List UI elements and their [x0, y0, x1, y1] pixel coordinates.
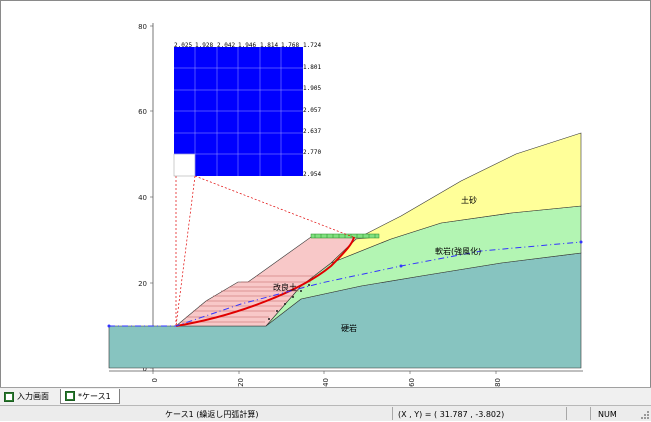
soft-rock-label: 軟岩(強風化) [435, 246, 481, 256]
status-divider [566, 407, 567, 420]
hard-rock-label: 硬岩 [341, 323, 357, 333]
center-search-grid [174, 47, 303, 176]
x-ticks [152, 371, 497, 374]
drawing-canvas[interactable]: 80 60 40 20 0 0 20 40 60 80 [0, 0, 651, 388]
surcharge-ticks [314, 234, 376, 238]
grid-value: 2.042 [217, 42, 235, 49]
grid-right-values: 1.801 1.905 2.057 2.637 2.770 2.954 [303, 64, 321, 178]
grid-value: 2.637 [303, 128, 321, 135]
grid-value: 1.905 [303, 85, 321, 92]
grid-empty-cell [173, 153, 196, 177]
critical-slip-circle [175, 236, 355, 327]
x-tick-label: 40 [322, 378, 330, 387]
grid-top-values: 2.025 1.928 2.042 1.946 1.814 1.768 1.72… [174, 42, 321, 49]
grid-lines [174, 47, 303, 176]
tab-label: *ケース1 [78, 391, 111, 401]
grid-value: 2.057 [303, 107, 321, 114]
grid-value: 2.025 [174, 42, 192, 49]
improved-soil-label: 改良土 [273, 282, 297, 292]
x-tick-label: 0 [151, 378, 159, 382]
center-line [175, 175, 196, 327]
y-tick-label: 40 [138, 194, 147, 202]
sheet-icon [65, 391, 75, 401]
grid-value: 1.946 [238, 42, 256, 49]
anchor-points [268, 284, 310, 320]
slope-stability-plot: 80 60 40 20 0 0 20 40 60 80 [107, 23, 583, 387]
grid-value: 1.768 [281, 42, 299, 49]
tab-input-screen[interactable]: 入力画面 [0, 389, 60, 404]
status-case: ケース1 (繰返し円弧計算) [165, 409, 259, 419]
y-ticks [150, 25, 153, 369]
y-tick-label: 60 [138, 108, 147, 116]
grid-value: 1.801 [303, 64, 321, 71]
status-num-lock: NUM [598, 409, 617, 419]
soil-layer [330, 132, 582, 264]
water-level-line [109, 241, 582, 327]
grid-value: 2.954 [303, 171, 321, 178]
x-tick-label: 80 [494, 378, 502, 387]
sheet-icon [4, 391, 14, 402]
status-divider [392, 407, 393, 420]
grid-value: 1.724 [303, 42, 321, 49]
resize-grip-icon[interactable] [640, 410, 650, 420]
status-coordinates: (X , Y) = ( 31.787 , -3.802) [398, 409, 505, 419]
center-line [194, 175, 354, 238]
grid-value: 1.928 [195, 42, 213, 49]
y-tick-label: 0 [143, 365, 147, 373]
tab-label: 入力画面 [17, 392, 49, 401]
water-points [107, 240, 583, 328]
grid-value: 2.770 [303, 149, 321, 156]
status-bar: ケース1 (繰返し円弧計算) (X , Y) = ( 31.787 , -3.8… [0, 405, 651, 421]
grid-value: 1.814 [260, 42, 278, 49]
status-divider [590, 407, 591, 420]
tab-case-1[interactable]: *ケース1 [60, 389, 120, 404]
y-tick-label: 20 [138, 280, 147, 288]
soil-label: 土砂 [461, 195, 477, 205]
x-tick-label: 20 [237, 378, 245, 387]
x-tick-label: 60 [408, 378, 416, 387]
sheet-tab-bar: 入力画面 *ケース1 [0, 387, 651, 405]
y-tick-label: 80 [138, 23, 147, 31]
